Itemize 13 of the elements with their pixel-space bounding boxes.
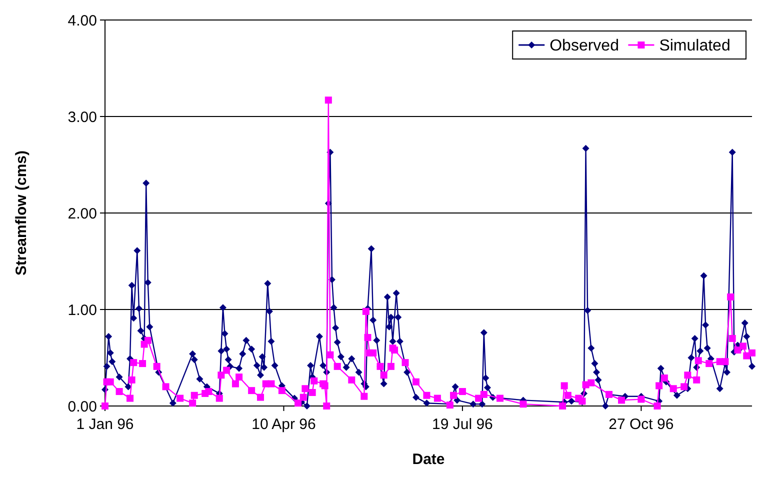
y-tick-label: 4.00: [68, 12, 97, 30]
x-tick-label: 19 Jul 96: [432, 416, 493, 433]
x-tick-label: 1 Jan 96: [76, 416, 134, 433]
x-tick-label: 27 Oct 96: [608, 416, 674, 433]
y-tick-label: 2.00: [68, 205, 97, 222]
legend-label: Simulated: [659, 38, 730, 55]
y-tick-label: 0.00: [68, 398, 97, 416]
y-tick-label: 3.00: [68, 108, 97, 126]
x-tick-label: 10 Apr 96: [252, 416, 316, 433]
y-tick-label: 1.00: [68, 302, 97, 319]
legend-label: Observed: [550, 38, 619, 55]
x-axis-title: Date: [412, 451, 445, 468]
y-axis-title: Streamflow (cms): [13, 150, 30, 276]
